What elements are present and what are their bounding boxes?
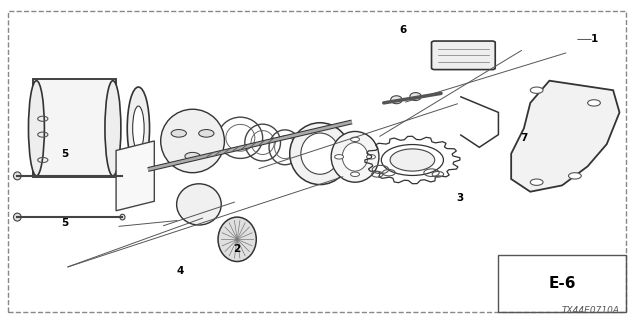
Circle shape bbox=[171, 130, 186, 137]
Ellipse shape bbox=[218, 217, 256, 261]
Text: 6: 6 bbox=[399, 25, 406, 35]
Circle shape bbox=[198, 130, 214, 137]
Ellipse shape bbox=[120, 173, 125, 179]
Polygon shape bbox=[511, 81, 620, 192]
Circle shape bbox=[531, 87, 543, 93]
Ellipse shape bbox=[301, 133, 339, 174]
Circle shape bbox=[351, 172, 360, 177]
Text: 4: 4 bbox=[176, 266, 184, 276]
Ellipse shape bbox=[28, 81, 44, 176]
Ellipse shape bbox=[13, 172, 21, 180]
Text: 5: 5 bbox=[61, 219, 68, 228]
Ellipse shape bbox=[177, 184, 221, 225]
Circle shape bbox=[588, 100, 600, 106]
Text: E-6: E-6 bbox=[548, 276, 576, 291]
Text: 2: 2 bbox=[234, 244, 241, 254]
Circle shape bbox=[531, 179, 543, 185]
Ellipse shape bbox=[391, 96, 402, 104]
Circle shape bbox=[568, 173, 581, 179]
Ellipse shape bbox=[13, 213, 21, 221]
Text: 7: 7 bbox=[520, 133, 527, 143]
Text: 3: 3 bbox=[456, 193, 464, 203]
Ellipse shape bbox=[342, 142, 368, 171]
Circle shape bbox=[335, 155, 344, 159]
Ellipse shape bbox=[290, 123, 350, 185]
Ellipse shape bbox=[127, 87, 150, 170]
Ellipse shape bbox=[132, 106, 144, 150]
Text: 1: 1 bbox=[590, 35, 598, 44]
Circle shape bbox=[351, 137, 360, 142]
Polygon shape bbox=[116, 141, 154, 211]
Ellipse shape bbox=[331, 132, 379, 182]
Ellipse shape bbox=[410, 92, 421, 100]
Ellipse shape bbox=[161, 109, 225, 173]
FancyBboxPatch shape bbox=[431, 41, 495, 69]
Circle shape bbox=[185, 152, 200, 160]
FancyBboxPatch shape bbox=[33, 79, 116, 178]
Bar bbox=[499, 255, 626, 312]
Text: TX44E0710A: TX44E0710A bbox=[561, 307, 620, 316]
Circle shape bbox=[367, 155, 376, 159]
Ellipse shape bbox=[120, 214, 125, 220]
Ellipse shape bbox=[105, 81, 121, 176]
Text: 5: 5 bbox=[61, 149, 68, 159]
Circle shape bbox=[390, 149, 435, 171]
